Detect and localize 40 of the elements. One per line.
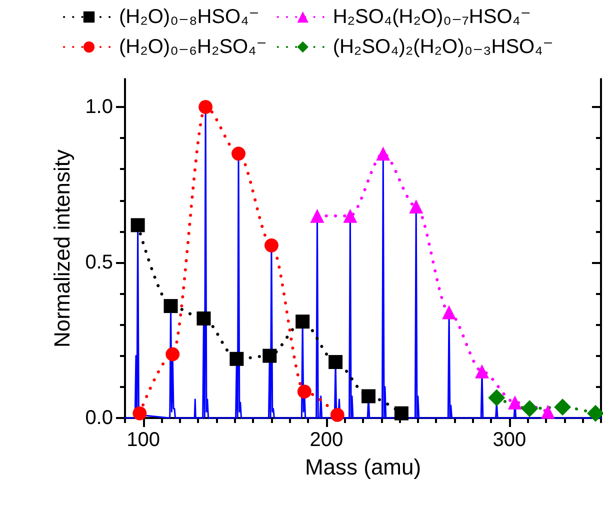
point (475, 364, 489, 378)
legend-label: (H₂O)₀₋₈HSO₄⁻ (119, 6, 260, 28)
point (394, 406, 408, 420)
point (488, 389, 506, 406)
point (296, 314, 310, 329)
x-tick-label: 100 (126, 429, 160, 451)
point (343, 208, 358, 223)
point (540, 404, 555, 419)
point (230, 352, 244, 366)
point (508, 395, 522, 410)
point (232, 146, 246, 161)
x-tick-label: 200 (310, 429, 344, 451)
point (164, 299, 178, 314)
y-axis-title: Normalized intensity (50, 149, 74, 348)
point (297, 384, 312, 399)
point (262, 348, 277, 363)
legend-label: H₂SO₄(H₂O)₀₋₇HSO₄⁻ (332, 6, 531, 28)
point (361, 389, 376, 404)
x-tick-label: 300 (492, 429, 526, 451)
point (310, 208, 324, 223)
point (409, 200, 424, 214)
y-tick-label: 0.5 (85, 251, 113, 274)
point (132, 406, 147, 420)
point (130, 218, 145, 232)
point (521, 400, 538, 418)
y-tick-label: 0.0 (85, 407, 113, 429)
x-axis-title: Mass (amu) (304, 454, 422, 480)
point (166, 347, 180, 362)
point (376, 146, 390, 161)
y-tick-label: 1.0 (85, 96, 113, 118)
legend-label: (H₂SO₄)₂(H₂O)₀₋₃HSO₄⁻ (332, 36, 554, 58)
point (196, 311, 211, 326)
point (442, 305, 456, 320)
point (330, 408, 344, 422)
point (198, 100, 213, 114)
point (554, 398, 572, 416)
legend-label: (H₂O)₀₋₆H₂SO₄⁻ (119, 36, 267, 58)
point (264, 238, 278, 252)
point (587, 404, 603, 422)
point (328, 355, 343, 370)
